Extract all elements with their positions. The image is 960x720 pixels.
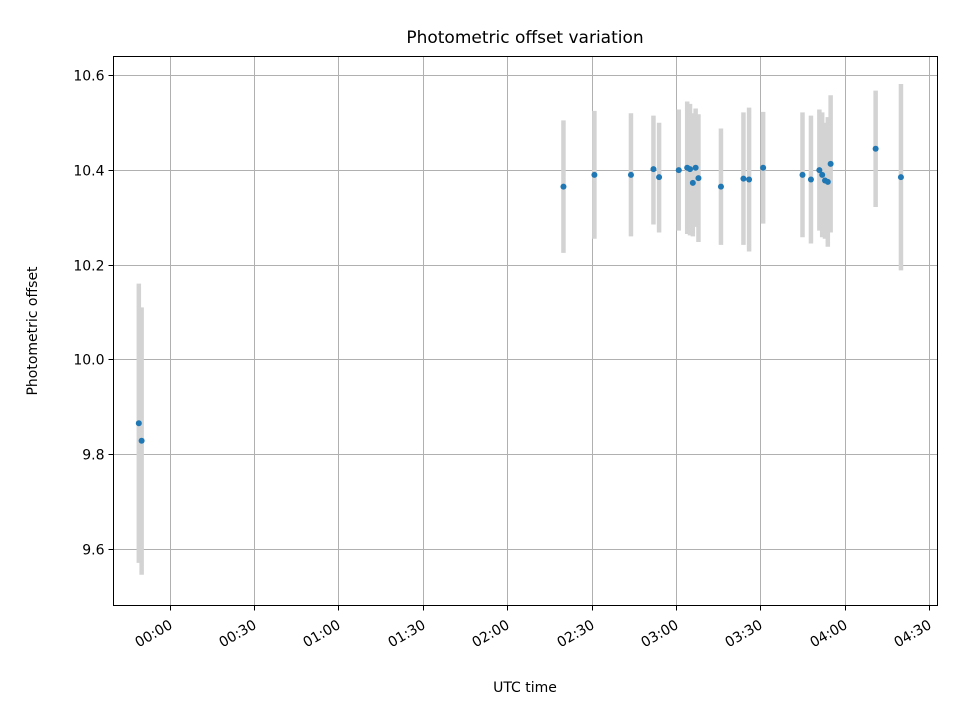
- y-tick-label: 9.8: [82, 448, 104, 464]
- plot-frame: [113, 56, 938, 606]
- data-point: [760, 164, 767, 171]
- data-point: [819, 171, 826, 178]
- x-tick-label: 01:30: [386, 617, 429, 651]
- y-tick-label: 10.6: [73, 69, 104, 85]
- data-point: [560, 183, 567, 190]
- errorbar-layer: [136, 83, 904, 575]
- data-point: [656, 174, 663, 181]
- data-point: [138, 437, 145, 444]
- data-point: [717, 183, 724, 190]
- data-point: [746, 176, 753, 183]
- x-tick-label: 01:00: [301, 617, 344, 651]
- x-tick-label: 04:30: [892, 617, 935, 651]
- data-point: [627, 171, 634, 178]
- data-point: [740, 175, 747, 182]
- data-point: [816, 167, 823, 174]
- grid-layer: [113, 56, 938, 606]
- data-point: [689, 179, 696, 186]
- x-tick-label: 03:30: [723, 617, 766, 651]
- data-point: [695, 175, 702, 182]
- y-tick-label: 10.4: [73, 164, 104, 180]
- y-axis-label: Photometric offset: [25, 266, 41, 396]
- x-tick-label: 02:00: [470, 617, 513, 651]
- data-point: [827, 160, 834, 167]
- data-point: [897, 174, 904, 181]
- x-tick-label: 00:30: [217, 617, 260, 651]
- data-point: [135, 420, 142, 427]
- data-point: [692, 164, 699, 171]
- data-point: [591, 171, 598, 178]
- data-point: [872, 145, 879, 152]
- y-tick-label: 10.0: [73, 353, 104, 369]
- x-tick-label: 03:00: [639, 617, 682, 651]
- data-point: [824, 178, 831, 185]
- chart-title: Photometric offset variation: [406, 28, 643, 48]
- y-tick-label: 10.2: [73, 259, 104, 275]
- x-tick-label: 00:00: [133, 617, 176, 651]
- data-point: [650, 166, 657, 173]
- x-axis-label: UTC time: [493, 680, 557, 696]
- x-tick-label: 02:30: [555, 617, 598, 651]
- point-layer: [135, 145, 904, 444]
- data-point: [675, 167, 682, 174]
- y-tick-label: 9.6: [82, 543, 104, 559]
- data-point: [687, 166, 694, 173]
- data-point: [807, 176, 814, 183]
- x-tick-label: 04:00: [808, 617, 851, 651]
- data-point: [799, 171, 806, 178]
